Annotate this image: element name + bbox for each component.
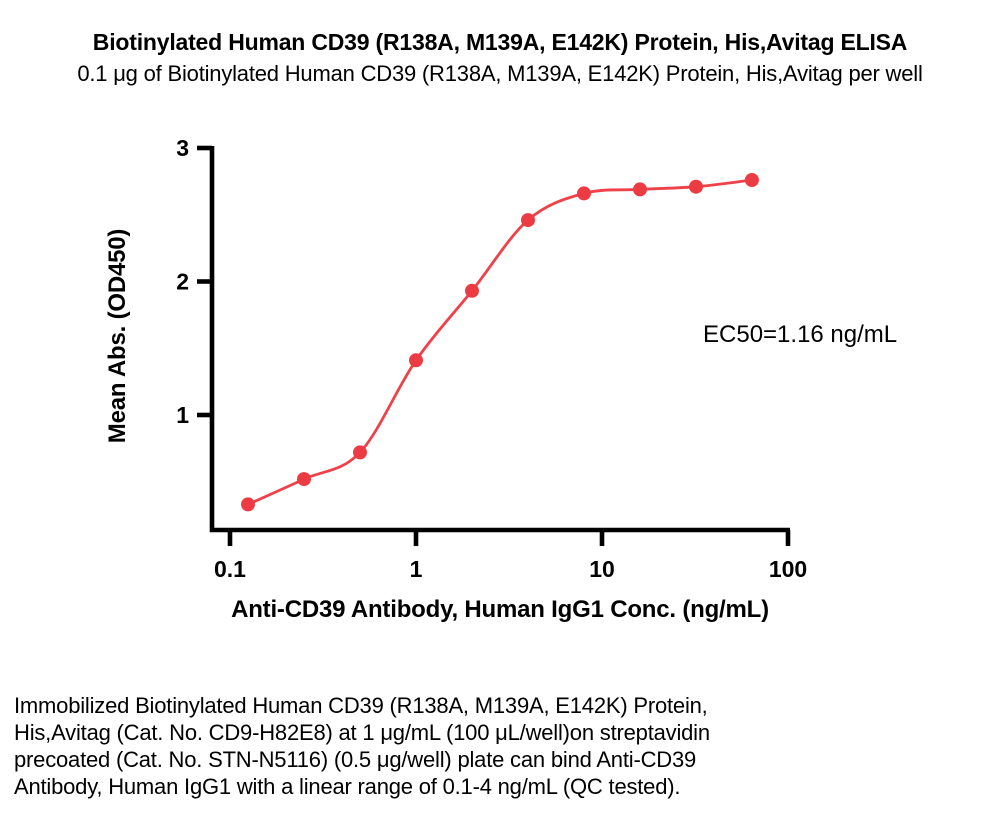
figure-title: Biotinylated Human CD39 (R138A, M139A, E… — [92, 29, 908, 55]
y-tick-label: 2 — [176, 269, 189, 295]
x-tick-label: 100 — [769, 556, 807, 582]
data-point — [353, 445, 367, 460]
data-point — [241, 497, 255, 512]
description-line: precoated (Cat. No. STN-N5116) (0.5 μg/w… — [14, 747, 697, 772]
dose-response-curve — [247, 178, 753, 506]
data-point — [297, 472, 311, 487]
data-point — [633, 182, 647, 197]
data-point — [465, 283, 479, 298]
y-tick-label: 3 — [176, 135, 189, 161]
x-tick-label: 10 — [589, 556, 615, 582]
axis-frame — [209, 146, 790, 533]
y-tick-label: 1 — [176, 402, 189, 428]
description-line: His,Avitag (Cat. No. CD9-H82E8) at 1 μg/… — [14, 720, 710, 745]
x-axis-label: Anti-CD39 Antibody, Human IgG1 Conc. (ng… — [231, 596, 769, 623]
description-line: Antibody, Human IgG1 with a linear range… — [14, 774, 681, 799]
figure-description: Immobilized Biotinylated Human CD39 (R13… — [14, 692, 994, 800]
data-point — [409, 353, 423, 368]
x-tick-label: 0.1 — [214, 556, 246, 582]
data-point — [521, 213, 535, 228]
data-point — [689, 179, 703, 194]
data-point — [744, 173, 759, 187]
description-line: Immobilized Biotinylated Human CD39 (R13… — [14, 693, 708, 718]
ec50-annotation: EC50=1.16 ng/mL — [703, 321, 898, 348]
x-tick-label: 1 — [410, 556, 423, 582]
figure-subtitle: 0.1 μg of Biotinylated Human CD39 (R138A… — [77, 61, 923, 86]
data-point — [577, 186, 591, 201]
